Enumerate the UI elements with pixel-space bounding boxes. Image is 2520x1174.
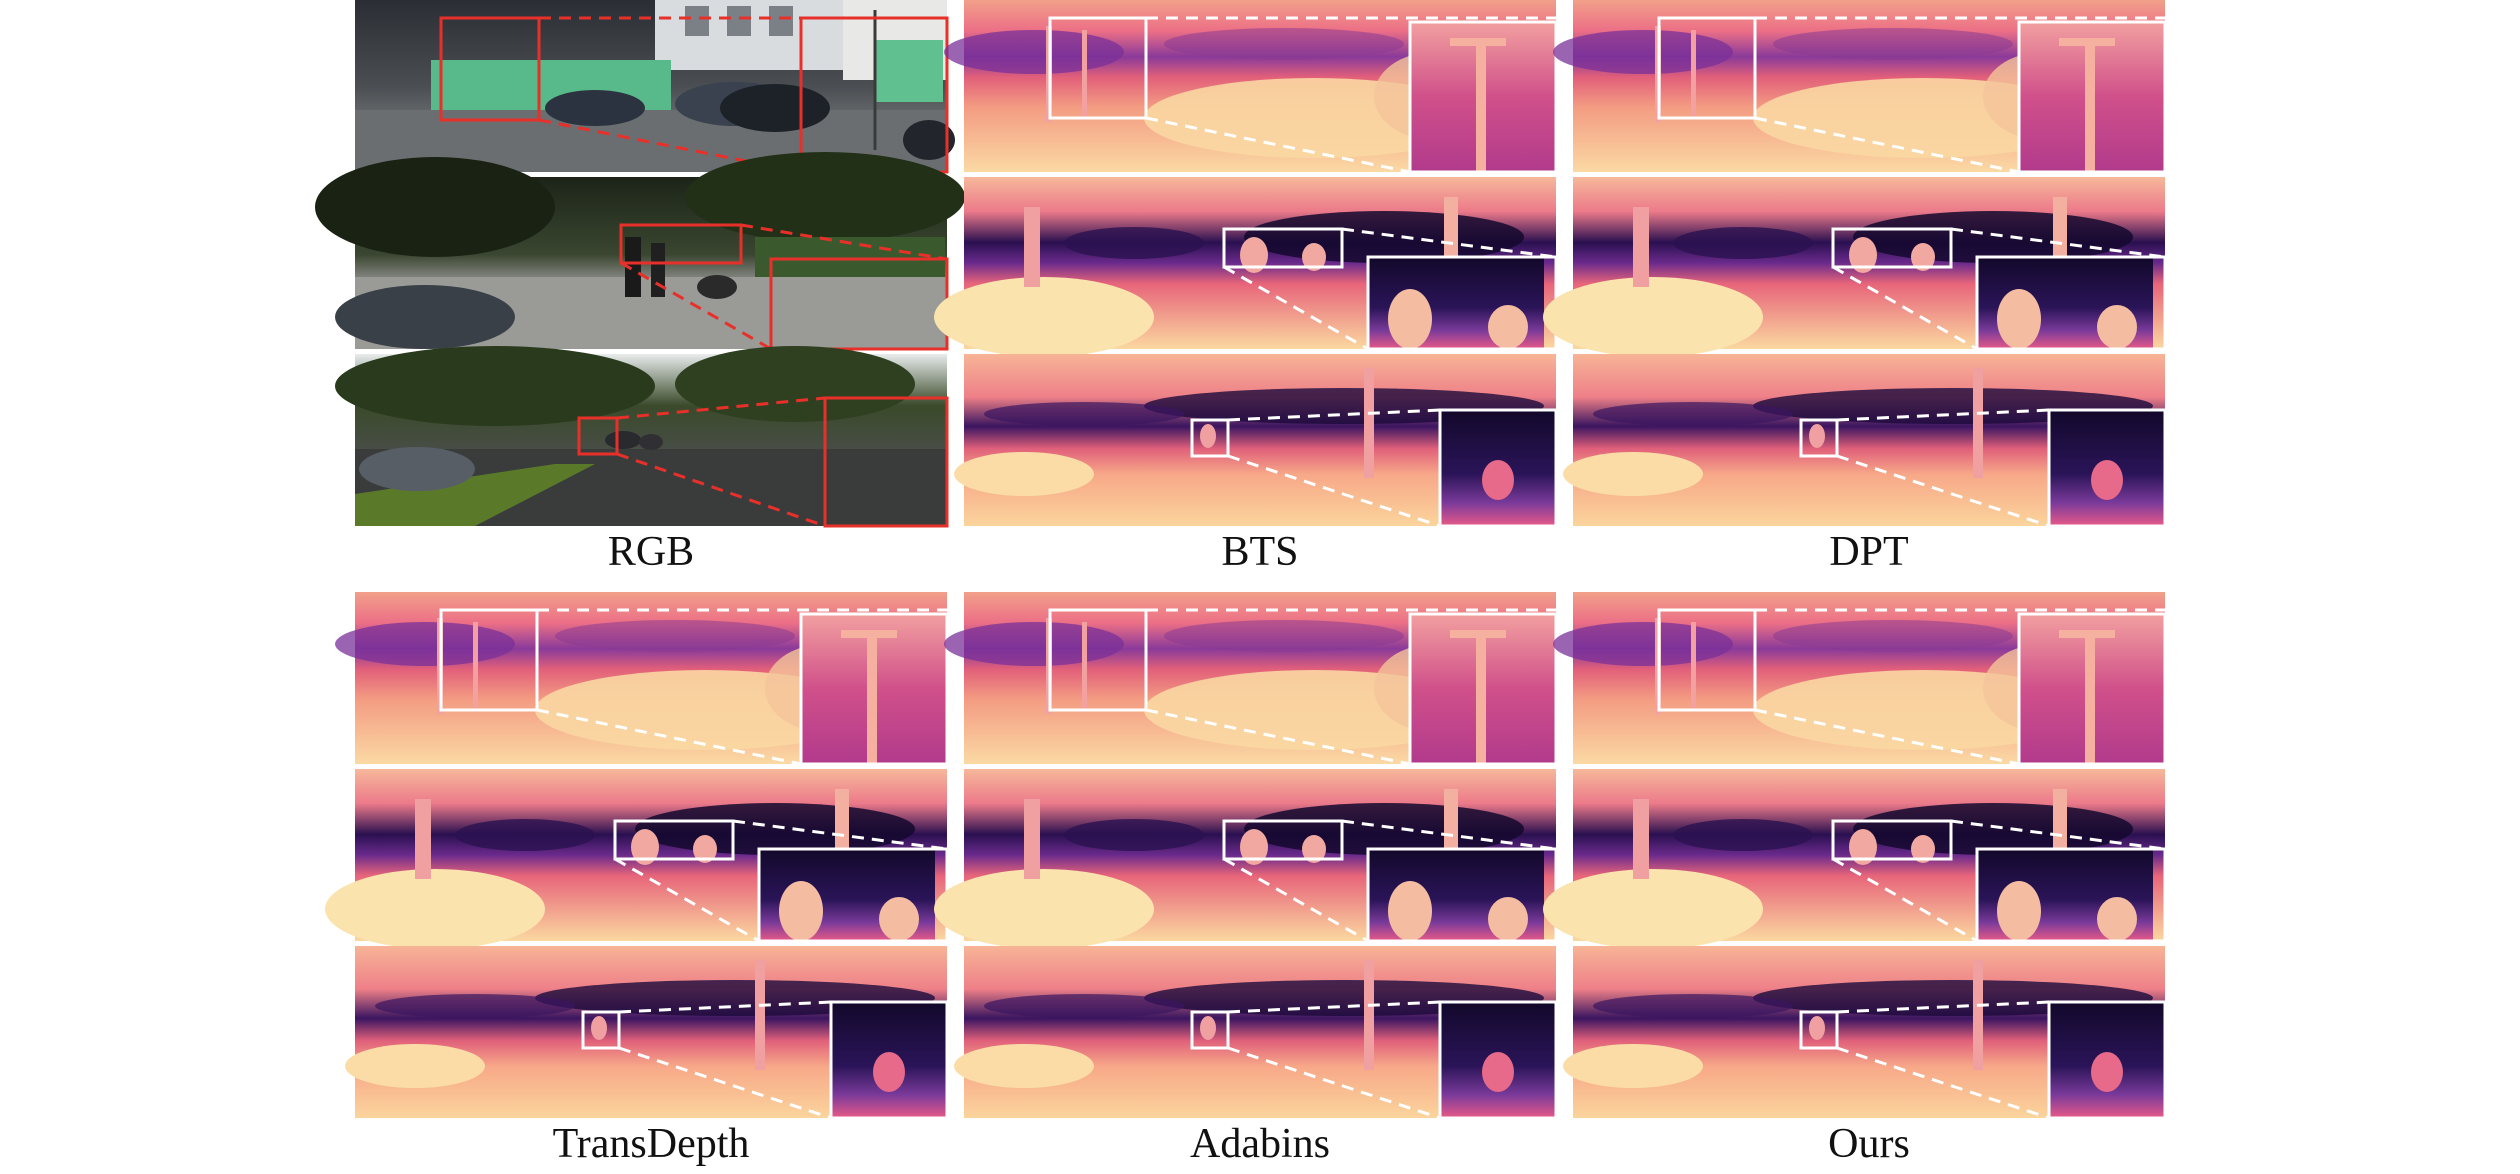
transdepth-scene-1 <box>335 592 949 766</box>
caption-adabins: Adabins <box>1190 1121 1330 1167</box>
caption-ours: Ours <box>1828 1121 1910 1167</box>
dpt-scene-2 <box>1543 177 2167 357</box>
adabins-scene-3 <box>954 946 1558 1120</box>
ours-scene-1 <box>1553 592 2167 766</box>
transdepth-scene-2 <box>325 769 949 949</box>
caption-transdepth: TransDepth <box>552 1121 750 1167</box>
transdepth-scene-3 <box>345 946 949 1120</box>
caption-bts: BTS <box>1221 529 1299 575</box>
adabins-scene-2 <box>934 769 1558 949</box>
ours-scene-3 <box>1563 946 2167 1120</box>
bts-scene-2 <box>934 177 1558 357</box>
dpt-scene-1 <box>1553 0 2167 174</box>
bts-scene-1 <box>944 0 1558 174</box>
caption-rgb: RGB <box>607 529 695 575</box>
bts-scene-3 <box>954 354 1558 528</box>
rgb-scene-2 <box>315 152 965 351</box>
ours-scene-2 <box>1543 769 2167 949</box>
dpt-scene-3 <box>1563 354 2167 528</box>
adabins-scene-1 <box>944 592 1558 766</box>
rgb-scene-1 <box>353 0 957 174</box>
rgb-scene-3 <box>335 346 949 528</box>
caption-dpt: DPT <box>1829 529 1909 575</box>
